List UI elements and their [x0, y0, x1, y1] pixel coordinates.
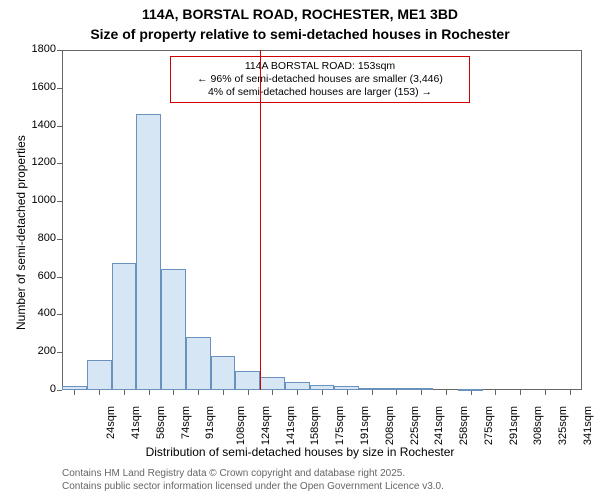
x-tick-label: 158sqm — [310, 406, 322, 445]
y-tick-label: 0 — [20, 383, 56, 395]
y-tick-mark — [57, 88, 62, 89]
annotation-box: 114A BORSTAL ROAD: 153sqm ← 96% of semi-… — [170, 56, 470, 103]
x-tick-mark — [520, 390, 521, 395]
x-tick-label: 325sqm — [557, 406, 569, 445]
histogram-bar — [161, 269, 186, 390]
x-tick-label: 341sqm — [582, 406, 594, 445]
y-tick-mark — [57, 201, 62, 202]
x-tick-label: 291sqm — [508, 406, 520, 445]
x-axis-label: Distribution of semi-detached houses by … — [0, 445, 600, 459]
x-tick-mark — [198, 390, 199, 395]
chart-container: { "title": { "line1": "114A, BORSTAL ROA… — [0, 0, 600, 500]
x-tick-mark — [421, 390, 422, 395]
histogram-bar — [359, 388, 384, 390]
y-tick-mark — [57, 352, 62, 353]
x-tick-label: 124sqm — [260, 406, 272, 445]
x-tick-label: 275sqm — [483, 406, 495, 445]
x-tick-mark — [347, 390, 348, 395]
y-tick-label: 1800 — [20, 43, 56, 55]
histogram-bar — [409, 388, 434, 390]
y-tick-mark — [57, 163, 62, 164]
histogram-bar — [235, 371, 260, 390]
x-tick-mark — [248, 390, 249, 395]
y-tick-label: 800 — [20, 232, 56, 244]
histogram-bar — [87, 360, 112, 390]
histogram-bar — [62, 386, 87, 390]
x-tick-label: 175sqm — [334, 406, 346, 445]
x-tick-mark — [74, 390, 75, 395]
y-tick-label: 1000 — [20, 194, 56, 206]
y-tick-label: 600 — [20, 270, 56, 282]
x-tick-label: 208sqm — [384, 406, 396, 445]
x-tick-label: 241sqm — [433, 406, 445, 445]
y-tick-mark — [57, 50, 62, 51]
x-tick-label: 191sqm — [359, 406, 371, 445]
x-tick-mark — [272, 390, 273, 395]
x-tick-mark — [322, 390, 323, 395]
x-tick-label: 141sqm — [285, 406, 297, 445]
x-tick-mark — [124, 390, 125, 395]
y-tick-mark — [57, 126, 62, 127]
x-tick-label: 258sqm — [458, 406, 470, 445]
x-tick-mark — [372, 390, 373, 395]
x-tick-label: 41sqm — [130, 406, 142, 439]
x-tick-mark — [545, 390, 546, 395]
y-tick-mark — [57, 277, 62, 278]
footer-line-2: Contains public sector information licen… — [62, 481, 444, 494]
y-tick-label: 400 — [20, 307, 56, 319]
histogram-bar — [112, 263, 137, 390]
chart-title-line1: 114A, BORSTAL ROAD, ROCHESTER, ME1 3BD — [0, 6, 600, 22]
x-tick-label: 225sqm — [409, 406, 421, 445]
marker-vline — [260, 50, 261, 390]
x-tick-mark — [99, 390, 100, 395]
histogram-bar — [285, 382, 310, 390]
x-tick-mark — [570, 390, 571, 395]
histogram-bar — [384, 388, 409, 390]
x-tick-label: 74sqm — [180, 406, 192, 439]
histogram-bar — [211, 356, 236, 390]
histogram-bar — [136, 114, 161, 390]
annotation-line-2: ← 96% of semi-detached houses are smalle… — [177, 73, 463, 86]
x-tick-mark — [223, 390, 224, 395]
x-tick-mark — [495, 390, 496, 395]
x-tick-label: 24sqm — [105, 406, 117, 439]
annotation-line-1: 114A BORSTAL ROAD: 153sqm — [177, 60, 463, 73]
footer-line-1: Contains HM Land Registry data © Crown c… — [62, 468, 444, 481]
chart-title-line2: Size of property relative to semi-detach… — [0, 26, 600, 42]
histogram-bar — [186, 337, 211, 390]
y-tick-mark — [57, 390, 62, 391]
y-tick-mark — [57, 314, 62, 315]
x-tick-label: 58sqm — [155, 406, 167, 439]
y-tick-label: 1400 — [20, 119, 56, 131]
histogram-bar — [458, 389, 483, 391]
x-tick-label: 91sqm — [204, 406, 216, 439]
annotation-line-3: 4% of semi-detached houses are larger (1… — [177, 86, 463, 99]
y-tick-label: 1600 — [20, 81, 56, 93]
histogram-bar — [334, 386, 359, 390]
x-tick-label: 308sqm — [532, 406, 544, 445]
y-tick-label: 1200 — [20, 156, 56, 168]
x-tick-mark — [396, 390, 397, 395]
x-tick-label: 108sqm — [235, 406, 247, 445]
x-tick-mark — [173, 390, 174, 395]
y-tick-mark — [57, 239, 62, 240]
histogram-bar — [260, 377, 285, 390]
x-tick-mark — [446, 390, 447, 395]
histogram-bar — [310, 385, 335, 390]
y-tick-label: 200 — [20, 345, 56, 357]
x-tick-mark — [149, 390, 150, 395]
x-tick-mark — [297, 390, 298, 395]
footer-attribution: Contains HM Land Registry data © Crown c… — [62, 468, 444, 493]
